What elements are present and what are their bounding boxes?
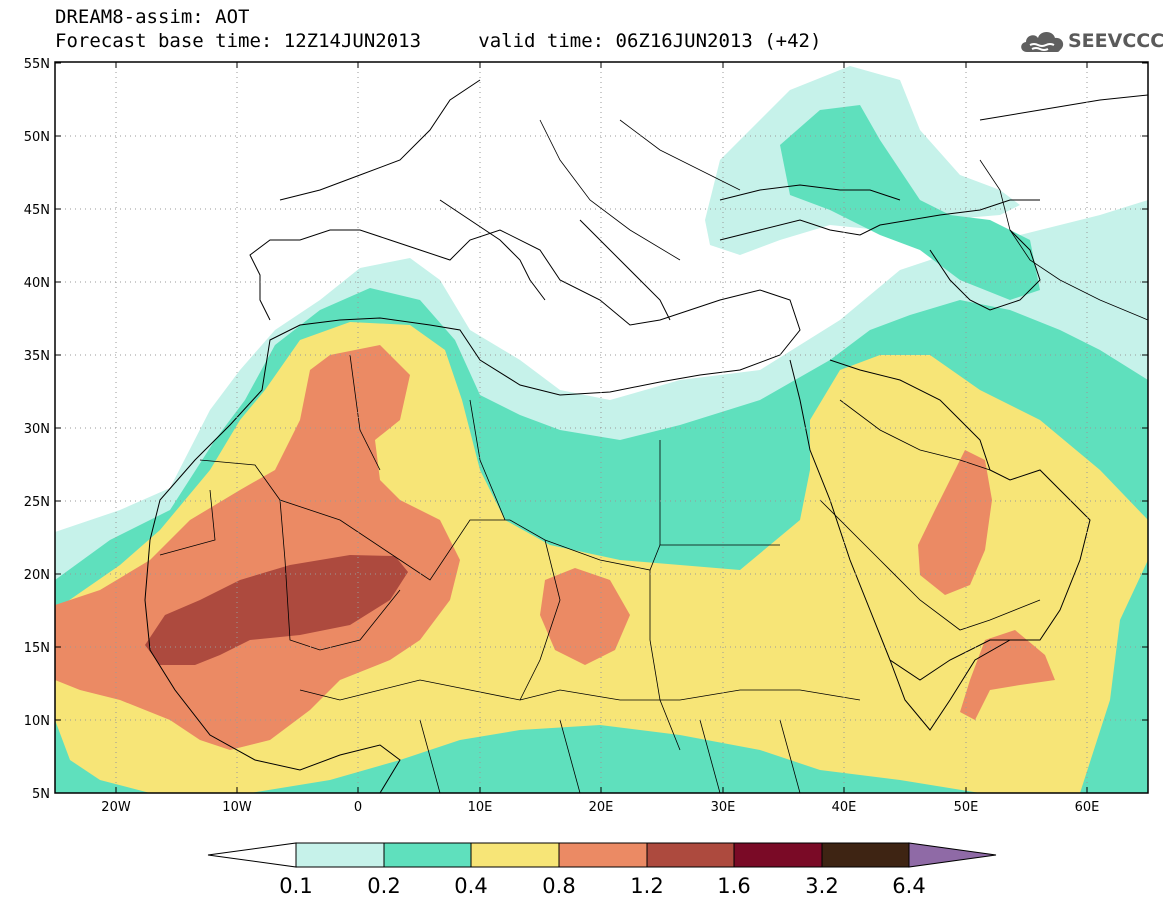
tick-marks bbox=[55, 62, 1148, 793]
colorbar-label: 0.4 bbox=[454, 874, 487, 898]
colorbar-bin-1 bbox=[383, 842, 472, 868]
map-title: DREAM8-assim: AOT bbox=[55, 6, 250, 28]
colorbar-bin-4 bbox=[646, 842, 735, 868]
aot-contour-0.8-central bbox=[540, 568, 630, 665]
lon-label: 10E bbox=[468, 800, 493, 815]
colorbar-label: 0.1 bbox=[279, 874, 312, 898]
colorbar-over-arrow bbox=[908, 842, 997, 868]
lat-label: 15N bbox=[24, 641, 50, 656]
aot-contour-0.8-arabia bbox=[918, 450, 992, 595]
colorbar-label: 3.2 bbox=[805, 874, 838, 898]
lat-label: 10N bbox=[24, 714, 50, 729]
lat-label: 50N bbox=[24, 130, 50, 145]
colorbar-bin-3 bbox=[558, 842, 648, 868]
colorbar-labels: 0.1 0.2 0.4 0.8 1.2 1.6 3.2 6.4 bbox=[279, 874, 925, 898]
time-info: Forecast base time: 12Z14JUN2013 valid t… bbox=[55, 30, 821, 52]
colorbar-label: 0.8 bbox=[542, 874, 575, 898]
lat-label: 45N bbox=[24, 203, 50, 218]
base-time-label: Forecast base time: 12Z14JUN2013 bbox=[55, 30, 422, 52]
colorbar-label: 6.4 bbox=[892, 874, 925, 898]
country-borders bbox=[159, 119, 1148, 793]
colorbar-bin-5 bbox=[733, 842, 823, 868]
lat-label: 55N bbox=[24, 57, 50, 72]
colorbar-label: 1.2 bbox=[630, 874, 663, 898]
lat-label: 40N bbox=[24, 276, 50, 291]
aot-map: 55N 50N 45N 40N 35N 30N 25N 20N 15N 10N … bbox=[24, 57, 1149, 815]
lat-label: 5N bbox=[32, 787, 50, 802]
valid-time-label: valid time: 06Z16JUN2013 (+42) bbox=[478, 30, 822, 52]
lat-label: 30N bbox=[24, 422, 50, 437]
seevccc-logo: SEEVCCC bbox=[1018, 24, 1164, 58]
lat-label: 35N bbox=[24, 349, 50, 364]
lon-label: 50E bbox=[954, 800, 979, 815]
coastlines bbox=[144, 79, 1148, 793]
lon-label: 10W bbox=[222, 800, 252, 815]
colorbar-bin-6 bbox=[821, 842, 910, 868]
aot-contour-0.2-east bbox=[780, 105, 1040, 300]
colorbar-under-arrow bbox=[207, 842, 297, 868]
lon-label: 20E bbox=[589, 800, 614, 815]
colorbar-bin-0 bbox=[295, 842, 385, 868]
aot-contour-1.2 bbox=[145, 555, 408, 665]
lat-labels: 55N 50N 45N 40N 35N 30N 25N 20N 15N 10N … bbox=[24, 57, 50, 802]
lat-label: 20N bbox=[24, 568, 50, 583]
lat-label: 25N bbox=[24, 495, 50, 510]
graticule bbox=[55, 62, 1148, 793]
lon-label: 30E bbox=[711, 800, 736, 815]
cloud-icon bbox=[1021, 32, 1064, 52]
lon-label: 40E bbox=[832, 800, 857, 815]
lon-label: 60E bbox=[1075, 800, 1100, 815]
aot-contour-0.8-horn bbox=[960, 630, 1055, 720]
colorbar-bin-2 bbox=[470, 842, 560, 868]
colorbar-label: 1.6 bbox=[717, 874, 750, 898]
lon-label: 0 bbox=[354, 800, 362, 815]
lon-labels: 20W 10W 0 10E 20E 30E 40E 50E 60E bbox=[101, 800, 1099, 815]
colorbar-label: 0.2 bbox=[367, 874, 400, 898]
lon-label: 20W bbox=[101, 800, 131, 815]
logo-text: SEEVCCC bbox=[1068, 30, 1165, 52]
